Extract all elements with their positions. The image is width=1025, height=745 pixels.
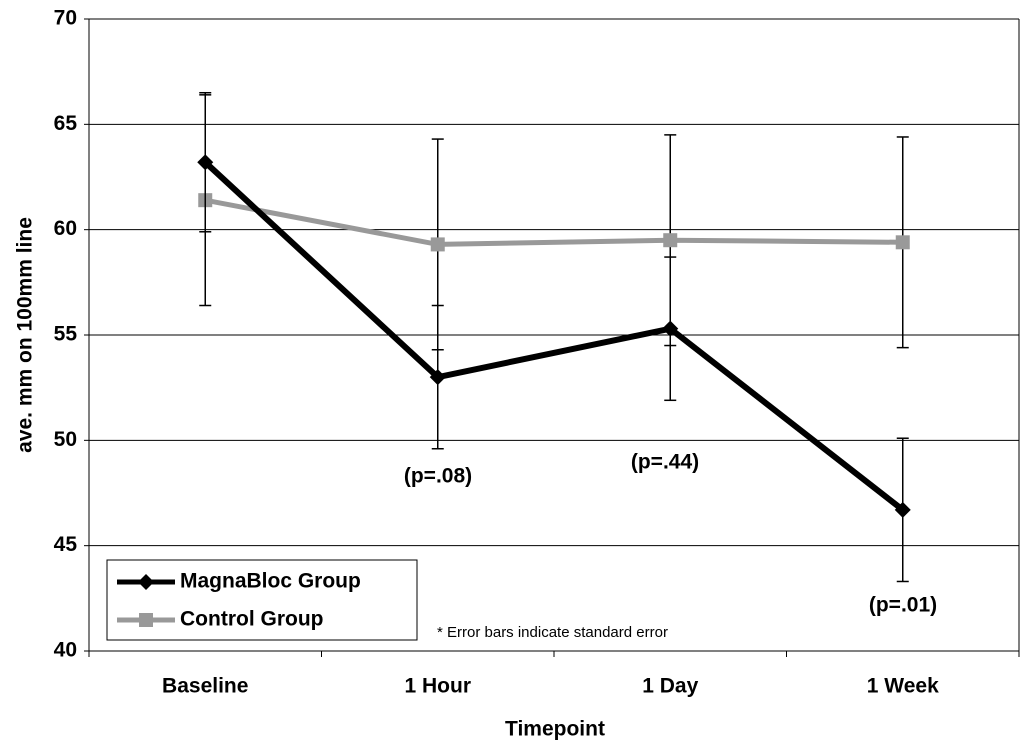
marker [663, 233, 678, 248]
marker [139, 613, 153, 627]
marker [430, 237, 445, 252]
y-tick-label: 50 [54, 428, 77, 451]
series-line [203, 160, 905, 513]
x-tick-label: 1 Week [867, 675, 939, 698]
legend-label: MagnaBloc Group [180, 570, 361, 593]
marker [894, 501, 911, 518]
y-axis-label: ave. mm on 100mm line [14, 217, 37, 453]
y-tick-label: 70 [54, 7, 77, 30]
marker [138, 574, 154, 590]
y-tick-label: 55 [54, 323, 78, 346]
annotation: (p=.01) [869, 594, 937, 617]
x-tick-label: 1 Hour [404, 675, 471, 698]
note: * Error bars indicate standard error [437, 624, 668, 641]
series [197, 91, 911, 583]
y-tick-label: 40 [54, 639, 77, 662]
x-tick-label: 1 Day [642, 675, 698, 698]
series [198, 94, 910, 351]
legend-label: Control Group [180, 608, 323, 631]
marker [895, 235, 910, 250]
annotation: (p=.08) [404, 465, 472, 488]
x-tick-label: Baseline [162, 675, 248, 698]
y-tick-label: 65 [54, 112, 78, 135]
legend: MagnaBloc Group Control Group [106, 559, 418, 641]
marker [662, 320, 679, 337]
annotation: (p=.44) [631, 451, 699, 474]
marker [197, 154, 214, 171]
series-line [204, 197, 903, 247]
x-axis-label: Timepoint [505, 718, 605, 741]
legend-box [106, 559, 418, 641]
marker [429, 369, 446, 386]
y-tick-label: 60 [54, 217, 77, 240]
y-tick-label: 45 [54, 533, 78, 556]
